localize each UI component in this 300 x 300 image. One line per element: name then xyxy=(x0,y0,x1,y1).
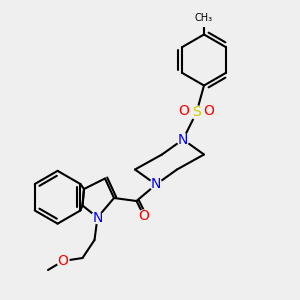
Circle shape xyxy=(196,10,212,26)
Circle shape xyxy=(178,105,190,117)
Circle shape xyxy=(138,210,150,222)
Circle shape xyxy=(177,134,189,146)
Text: O: O xyxy=(139,209,149,223)
Text: N: N xyxy=(178,133,188,146)
Text: N: N xyxy=(151,178,161,191)
Circle shape xyxy=(150,178,162,190)
Text: O: O xyxy=(58,254,68,268)
Circle shape xyxy=(203,105,215,117)
Text: O: O xyxy=(178,104,189,118)
Text: O: O xyxy=(204,104,214,118)
Text: CH₃: CH₃ xyxy=(195,13,213,23)
Text: S: S xyxy=(192,106,201,119)
Text: N: N xyxy=(92,211,103,224)
Circle shape xyxy=(57,255,69,267)
Circle shape xyxy=(92,212,104,224)
Circle shape xyxy=(190,106,203,119)
